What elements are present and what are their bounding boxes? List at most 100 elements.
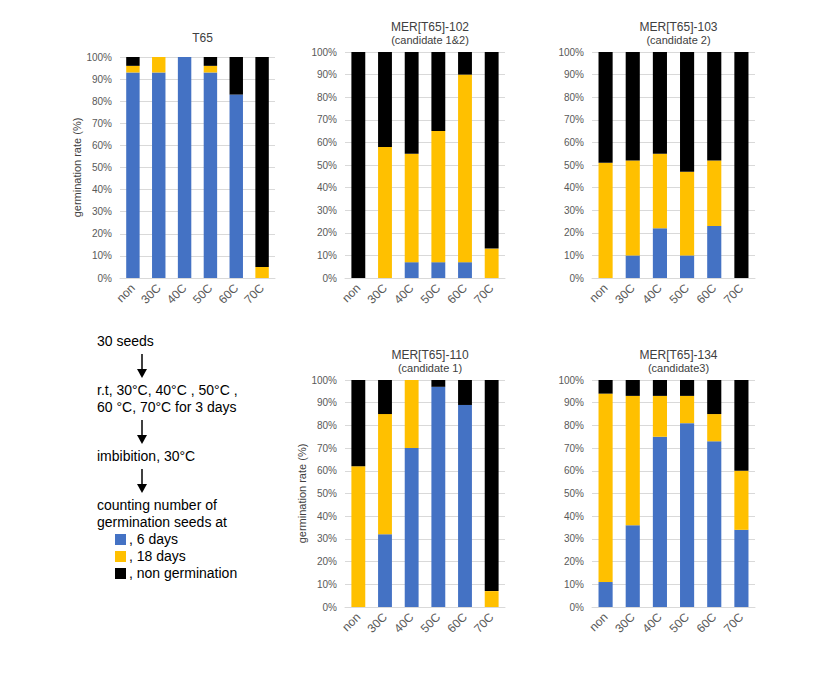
- svg-text:MER[T65]-102: MER[T65]-102: [391, 20, 469, 34]
- svg-text:100%: 100%: [86, 52, 112, 63]
- svg-text:MER[T65]-134: MER[T65]-134: [639, 348, 717, 362]
- svg-text:60%: 60%: [564, 137, 584, 148]
- svg-text:10%: 10%: [317, 579, 337, 590]
- svg-text:60%: 60%: [317, 465, 337, 476]
- svg-text:10%: 10%: [564, 579, 584, 590]
- svg-text:70%: 70%: [317, 114, 337, 125]
- svg-text:100%: 100%: [311, 47, 337, 58]
- svg-text:70%: 70%: [92, 118, 112, 129]
- svg-text:50%: 50%: [564, 488, 584, 499]
- svg-text:40%: 40%: [317, 182, 337, 193]
- svg-text:10%: 10%: [92, 250, 112, 261]
- svg-text:70%: 70%: [317, 443, 337, 454]
- svg-text:50%: 50%: [317, 160, 337, 171]
- svg-text:50C: 50C: [667, 281, 693, 307]
- svg-text:(candidate 1): (candidate 1): [398, 362, 462, 374]
- html-text:30 seeds: 30 seeds: [97, 333, 154, 349]
- svg-text:100%: 100%: [311, 375, 337, 386]
- svg-text:50%: 50%: [317, 488, 337, 499]
- svg-text:0%: 0%: [570, 602, 585, 613]
- svg-text:60%: 60%: [317, 137, 337, 148]
- svg-text:40C: 40C: [391, 610, 417, 636]
- svg-text:70C: 70C: [471, 610, 497, 636]
- svg-text:30C: 30C: [364, 281, 390, 307]
- svg-text:30%: 30%: [92, 206, 112, 217]
- svg-text:0%: 0%: [98, 273, 113, 284]
- svg-text:40C: 40C: [164, 281, 190, 307]
- svg-text:40%: 40%: [564, 182, 584, 193]
- svg-text:30%: 30%: [317, 205, 337, 216]
- svg-text:30%: 30%: [317, 533, 337, 544]
- svg-text:20%: 20%: [92, 228, 112, 239]
- svg-text:30C: 30C: [612, 281, 638, 307]
- svg-text:10%: 10%: [564, 250, 584, 261]
- svg-text:20%: 20%: [317, 556, 337, 567]
- svg-text:60%: 60%: [92, 140, 112, 151]
- svg-text:50%: 50%: [564, 160, 584, 171]
- svg-text:30%: 30%: [564, 205, 584, 216]
- svg-text:90%: 90%: [564, 397, 584, 408]
- svg-text:non: non: [339, 610, 363, 634]
- svg-text:0%: 0%: [323, 273, 338, 284]
- svg-text:90%: 90%: [92, 74, 112, 85]
- svg-text:100%: 100%: [558, 47, 584, 58]
- svg-text:90%: 90%: [317, 69, 337, 80]
- svg-text:20%: 20%: [564, 227, 584, 238]
- svg-text:80%: 80%: [317, 92, 337, 103]
- svg-text:70%: 70%: [564, 114, 584, 125]
- svg-text:germination rate (%): germination rate (%): [296, 444, 308, 544]
- svg-text:20%: 20%: [317, 227, 337, 238]
- svg-text:60C: 60C: [216, 281, 242, 307]
- svg-text:60C: 60C: [444, 610, 470, 636]
- svg-text:10%: 10%: [317, 250, 337, 261]
- svg-text:60C: 60C: [694, 610, 720, 636]
- svg-text:40C: 40C: [639, 610, 665, 636]
- svg-text:40C: 40C: [639, 281, 665, 307]
- svg-text:70C: 70C: [242, 281, 268, 307]
- svg-text:T65: T65: [192, 31, 213, 45]
- svg-text:40%: 40%: [92, 184, 112, 195]
- svg-text:(candidate 1&2): (candidate 1&2): [391, 34, 469, 46]
- svg-text:MER[T65]-103: MER[T65]-103: [639, 20, 717, 34]
- svg-text:non: non: [339, 281, 363, 305]
- svg-text:70C: 70C: [721, 610, 747, 636]
- svg-text:non: non: [586, 610, 610, 634]
- svg-text:100%: 100%: [558, 375, 584, 386]
- svg-text:50C: 50C: [418, 610, 444, 636]
- svg-text:30C: 30C: [612, 610, 638, 636]
- svg-text:50C: 50C: [667, 610, 693, 636]
- svg-text:90%: 90%: [317, 397, 337, 408]
- svg-text:0%: 0%: [570, 273, 585, 284]
- svg-text:80%: 80%: [564, 420, 584, 431]
- svg-text:40%: 40%: [564, 511, 584, 522]
- svg-text:70C: 70C: [471, 281, 497, 307]
- svg-text:30C: 30C: [138, 281, 164, 307]
- svg-text:30C: 30C: [364, 610, 390, 636]
- svg-text:30%: 30%: [564, 533, 584, 544]
- svg-text:MER[T65]-110: MER[T65]-110: [391, 348, 468, 362]
- svg-text:70%: 70%: [564, 443, 584, 454]
- svg-text:40%: 40%: [317, 511, 337, 522]
- svg-text:80%: 80%: [92, 96, 112, 107]
- svg-text:0%: 0%: [323, 602, 338, 613]
- svg-text:60%: 60%: [564, 465, 584, 476]
- svg-text:(candidate3): (candidate3): [648, 362, 709, 374]
- html-text:r.t, 30°C, 40°C , 50°C ,: r.t, 30°C, 40°C , 50°C ,: [97, 382, 238, 398]
- svg-text:60C: 60C: [694, 281, 720, 307]
- svg-text:70C: 70C: [721, 281, 747, 307]
- svg-text:50C: 50C: [418, 281, 444, 307]
- svg-text:germination rate (%): germination rate (%): [71, 118, 83, 218]
- svg-text:50%: 50%: [92, 162, 112, 173]
- svg-text:non: non: [114, 281, 138, 305]
- svg-text:80%: 80%: [317, 420, 337, 431]
- svg-text:90%: 90%: [564, 69, 584, 80]
- svg-text:60C: 60C: [444, 281, 470, 307]
- svg-text:80%: 80%: [564, 92, 584, 103]
- html-text:60 °C, 70°C for 3 days: 60 °C, 70°C for 3 days: [97, 399, 237, 415]
- svg-text:non: non: [586, 281, 610, 305]
- svg-text:(candidate 2): (candidate 2): [646, 34, 710, 46]
- svg-text:20%: 20%: [564, 556, 584, 567]
- svg-text:40C: 40C: [391, 281, 417, 307]
- html-text:imbibition, 30°C: imbibition, 30°C: [97, 448, 196, 464]
- svg-text:50C: 50C: [190, 281, 216, 307]
